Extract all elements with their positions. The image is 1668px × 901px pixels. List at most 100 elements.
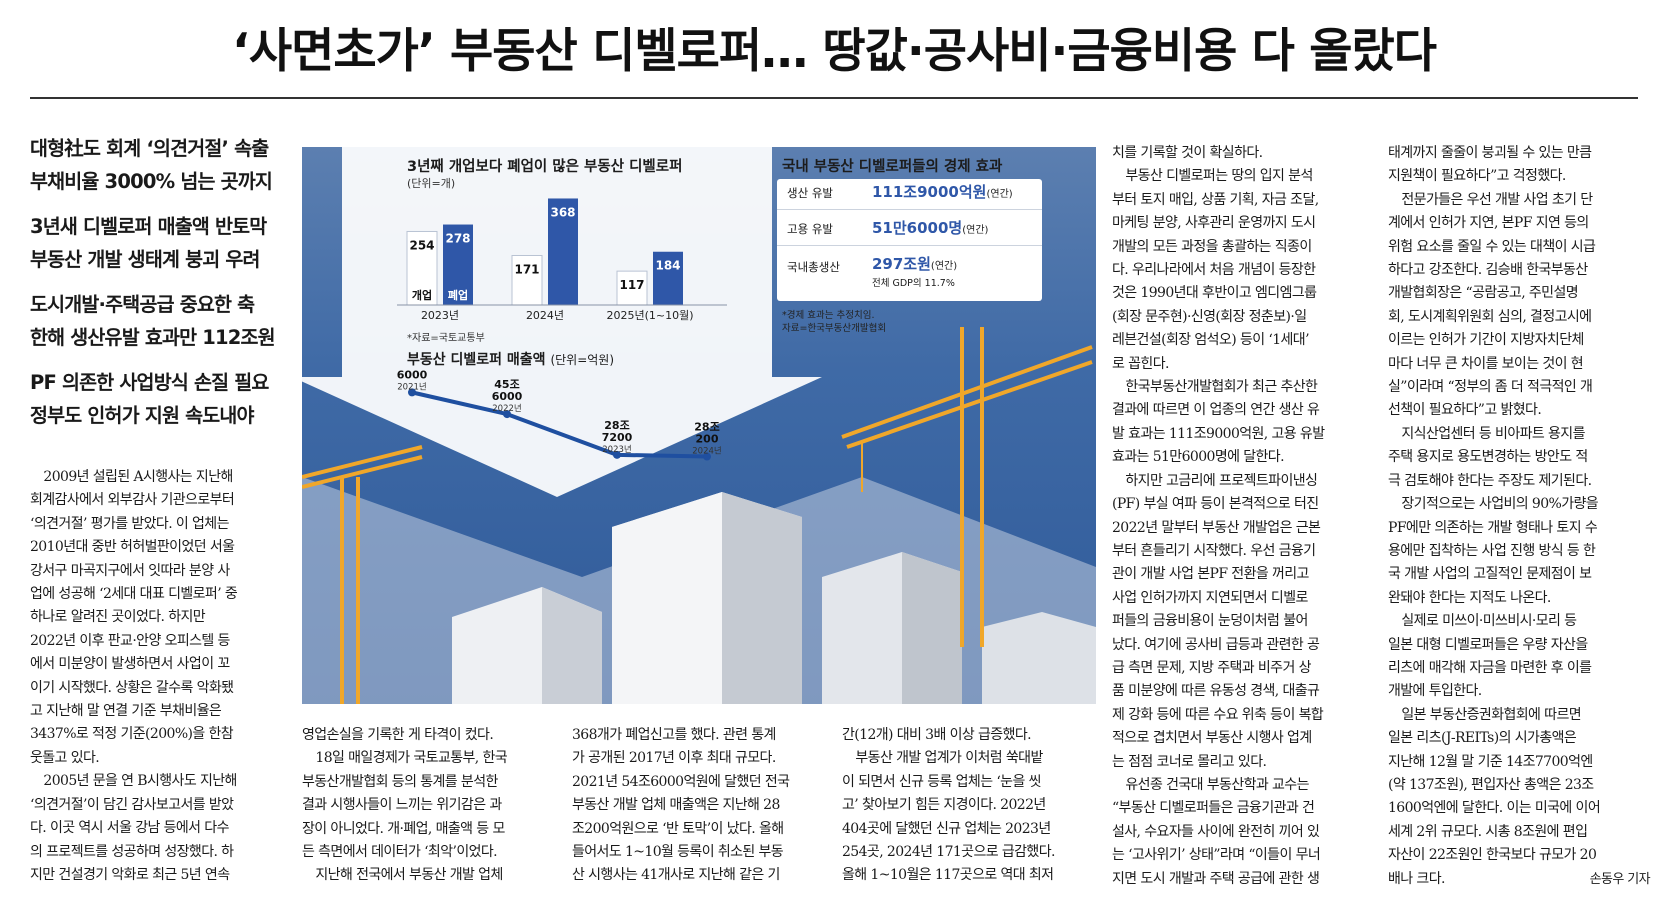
body-line: 이기 시작했다. 상황은 갈수록 악화됐 bbox=[30, 679, 234, 696]
effects-note: *경제 효과는 추정치임. bbox=[782, 310, 875, 321]
effects-panel: 생산 유발 111조9000억원(연간) 고용 유발 51만6000명(연간) … bbox=[777, 179, 1042, 301]
body-line: 일본 부동산증권화협회에 따르면 bbox=[1388, 706, 1582, 723]
body-line: 404곳에 달했던 신규 업체는 2023년 bbox=[842, 820, 1051, 837]
line-point bbox=[503, 410, 511, 419]
body-line: 실제로 미쓰이·미쓰비시·모리 등 bbox=[1388, 613, 1577, 630]
body-line: 퍼들의 금융비용이 눈덩이처럼 불어 bbox=[1112, 613, 1308, 630]
line-value-label: 28조 bbox=[604, 419, 629, 432]
bar-value-label: 368 bbox=[550, 205, 575, 219]
body-line: 2022년 이후 판교·안양 오피스텔 등 bbox=[30, 632, 230, 649]
body-line: (PF) 부실 여파 등이 본격적으로 터진 bbox=[1112, 496, 1319, 513]
body-line: 영업손실을 기록한 게 타격이 컸다. bbox=[302, 727, 494, 743]
body-line: 계에서 인허가 지연, 본PF 지연 등의 bbox=[1388, 215, 1589, 232]
body-line: 1600억엔에 달한다. 이는 미국에 이어 bbox=[1388, 800, 1601, 817]
bar-value-label: 171 bbox=[514, 263, 539, 277]
body-line: 고 지난해 말 연결 기준 부채비율은 bbox=[30, 703, 222, 720]
body-line: 가 공개된 2017년 이후 최대 규모다. bbox=[572, 750, 776, 767]
body-line: (약 137조원), 편입자산 총액은 23조 bbox=[1388, 776, 1594, 793]
body-line: 다. 우리나라에서 처음 개념이 등장한 bbox=[1112, 262, 1316, 279]
line-year-label: 2023년 bbox=[602, 444, 631, 455]
bar-open bbox=[406, 230, 438, 306]
body-line: 실”이라며 “정부의 좀 더 적극적인 개 bbox=[1388, 379, 1593, 396]
body-line: (회장 문주현)·신영(회장 정춘보)·일 bbox=[1112, 308, 1307, 325]
body-line: 선책이 필요하다”고 밝혔다. bbox=[1388, 402, 1542, 419]
line-point bbox=[703, 452, 711, 461]
body-line: 지난해 12월 말 기준 14조7700억엔 bbox=[1388, 753, 1593, 770]
body-line: 부동산 개발 업체 매출액은 지난해 28 bbox=[572, 797, 780, 814]
body-line: 배나 크다. 손동우 기자 bbox=[1388, 868, 1651, 891]
body-line: 하다고 강조한다. 김승배 한국부동산 bbox=[1388, 262, 1588, 279]
body-line: 254곳, 2024년 171곳으로 급감했다. bbox=[842, 844, 1055, 861]
bar-open bbox=[616, 270, 648, 306]
body-line: 2009년 설립된 A시행사는 지난해 bbox=[30, 469, 233, 485]
body-line: 개발에 투입한다. bbox=[1388, 683, 1482, 700]
crane-left bbox=[302, 445, 423, 704]
bar-close bbox=[548, 198, 578, 305]
legend-close: 폐업 bbox=[448, 288, 468, 302]
body-line: 한국부동산개발협회가 최근 추산한 bbox=[1112, 379, 1318, 396]
subhead-3: 도시개발·주택공급 중요한 축 한해 생산유발 효과만 112조원 bbox=[30, 288, 288, 354]
body-line: 지식산업센터 등 비아파트 용지를 bbox=[1388, 425, 1585, 442]
body-line: 개발의 모든 과정을 총괄하는 직종이 bbox=[1112, 238, 1312, 255]
building-left bbox=[452, 587, 602, 704]
legend-open: 개업 bbox=[412, 288, 432, 302]
effect-label: 고용 유발 bbox=[787, 222, 833, 236]
subhead-1: 대형社도 회계 ‘의견거절’ 속출 부채비율 3000% 넘는 곳까지 bbox=[30, 132, 288, 198]
line-year-label: 2021년 bbox=[397, 381, 426, 392]
body-line: 지난해 전국에서 부동산 개발 업체 bbox=[302, 867, 503, 884]
subhead-line: 한해 생산유발 효과만 112조원 bbox=[30, 326, 276, 349]
line-value-label: 7200 bbox=[602, 431, 633, 444]
body-line: 마케팅 분양, 사후관리 운영까지 도시 bbox=[1112, 215, 1316, 232]
body-line: 개발협회장은 “공람공고, 주민설명 bbox=[1388, 285, 1579, 302]
body-line: 지면 도시 개발과 주택 공급에 관한 생 bbox=[1112, 870, 1320, 887]
line-point bbox=[613, 450, 621, 459]
effect-label: 생산 유발 bbox=[787, 186, 833, 200]
effects-source: 자료=한국부동산개발협회 bbox=[782, 323, 887, 334]
body-column-4: 간(12개) 대비 3배 이상 급증했다. 부동산 개발 업계가 이처럼 쑥대밭… bbox=[842, 724, 1098, 888]
body-line: 레븐건설(회장 엄석오) 등이 ‘1세대’ bbox=[1112, 332, 1310, 349]
body-line: 일본 리츠(J-REITs)의 시가총액은 bbox=[1388, 730, 1577, 747]
body-line: 강서구 마곡지구에서 잇따라 분양 사 bbox=[30, 562, 230, 579]
body-line: 일본 대형 디벨로퍼들은 우량 자산을 bbox=[1388, 636, 1588, 653]
body-line: 주택 용지로 용도변경하는 방안도 적 bbox=[1388, 449, 1588, 466]
body-line: 지만 건설경기 악화로 최근 5년 연속 bbox=[30, 866, 230, 883]
body-line: 효과는 51만6000명에 달한다. bbox=[1112, 449, 1285, 466]
body-line: 2021년 54조6000억원에 달했던 전국 bbox=[572, 773, 790, 790]
subhead-4: PF 의존한 사업방식 손질 필요 정부도 인허가 지원 속도내야 bbox=[30, 366, 288, 432]
bar-chart: 254 278 2023년 171 368 2024년 117 184 2025년(1~10월)… bbox=[397, 198, 727, 322]
body-column-3: 368개가 폐업신고를 했다. 관련 통계 가 공개된 2017년 이후 최대 규… bbox=[572, 724, 828, 888]
body-line: 2022년 말부터 부동산 개발업은 근본 bbox=[1112, 519, 1321, 536]
body-line: ‘의견거절’ 평가를 받았다. 이 업체는 bbox=[30, 515, 229, 532]
body-line: 발 효과는 111조9000억원, 고용 유발 bbox=[1112, 425, 1325, 442]
bar-value-label: 184 bbox=[655, 259, 680, 273]
body-line: 완돼야 한다는 지적도 나온다. bbox=[1388, 589, 1551, 606]
body-line: 부터 흔들리기 시작했다. 우선 금융기 bbox=[1112, 542, 1316, 559]
bar-chart-title: 3년째 개업보다 폐업이 많은 부동산 디벨로퍼 bbox=[407, 159, 683, 175]
bar-chart-source: *자료=국토교통부 bbox=[407, 333, 485, 344]
body-line: 고’ 찾아보기 힘든 지경이다. 2022년 bbox=[842, 797, 1046, 814]
body-line: 에서 미분양이 발생하면서 사업이 꼬 bbox=[30, 656, 230, 673]
body-line: 산 시행사는 41개사로 지난해 같은 기 bbox=[572, 867, 780, 884]
body-line: 급 측면 문제, 지방 주택과 비주거 상 bbox=[1112, 659, 1311, 676]
line-chart-title-text: 부동산 디벨로퍼 매출액 bbox=[407, 352, 546, 368]
body-line: 는 ‘고사위기’ 상태”라며 “이들이 무너 bbox=[1112, 847, 1321, 864]
body-line: 리츠에 매각해 자금을 마련한 후 이를 bbox=[1388, 659, 1592, 676]
effects-title: 국내 부동산 디벨로퍼들의 경제 효과 bbox=[782, 159, 1003, 175]
body-line: 3437%로 적정 기준(200%)을 한참 bbox=[30, 726, 234, 743]
body-line: 지원책이 필요하다”고 걱정했다. bbox=[1388, 168, 1566, 185]
headline-rule bbox=[30, 97, 1638, 99]
body-line: 유선종 건국대 부동산학과 교수는 bbox=[1112, 776, 1309, 793]
body-line: 다. 이곳 역시 서울 강남 등에서 다수 bbox=[30, 820, 229, 837]
body-line: 마다 너무 큰 차이를 보이는 것이 현 bbox=[1388, 355, 1584, 372]
subhead-2: 3년새 디벨로퍼 매출액 반토막 부동산 개발 생태계 붕괴 우려 bbox=[30, 210, 288, 276]
body-line: 하지만 고금리에 프로젝트파이낸싱 bbox=[1112, 472, 1318, 489]
body-line: 세계 2위 규모다. 시총 8조원에 편입 bbox=[1388, 823, 1588, 840]
body-line: 장이 아니었다. 개·폐업, 매출액 등 모 bbox=[302, 820, 505, 837]
subhead-line: PF 의존한 사업방식 손질 필요 bbox=[30, 371, 269, 394]
body-line: 결과에 따르면 이 업종의 연간 생산 유 bbox=[1112, 402, 1320, 419]
body-line: 조200억원으로 ‘반 토막’이 났다. 올해 bbox=[572, 820, 784, 837]
bar-category-label: 2024년 bbox=[526, 309, 564, 322]
body-line: 국 개발 사업의 고질적인 문제점이 보 bbox=[1388, 566, 1592, 583]
body-line: 회계감사에서 외부감사 기관으로부터 bbox=[30, 492, 235, 509]
